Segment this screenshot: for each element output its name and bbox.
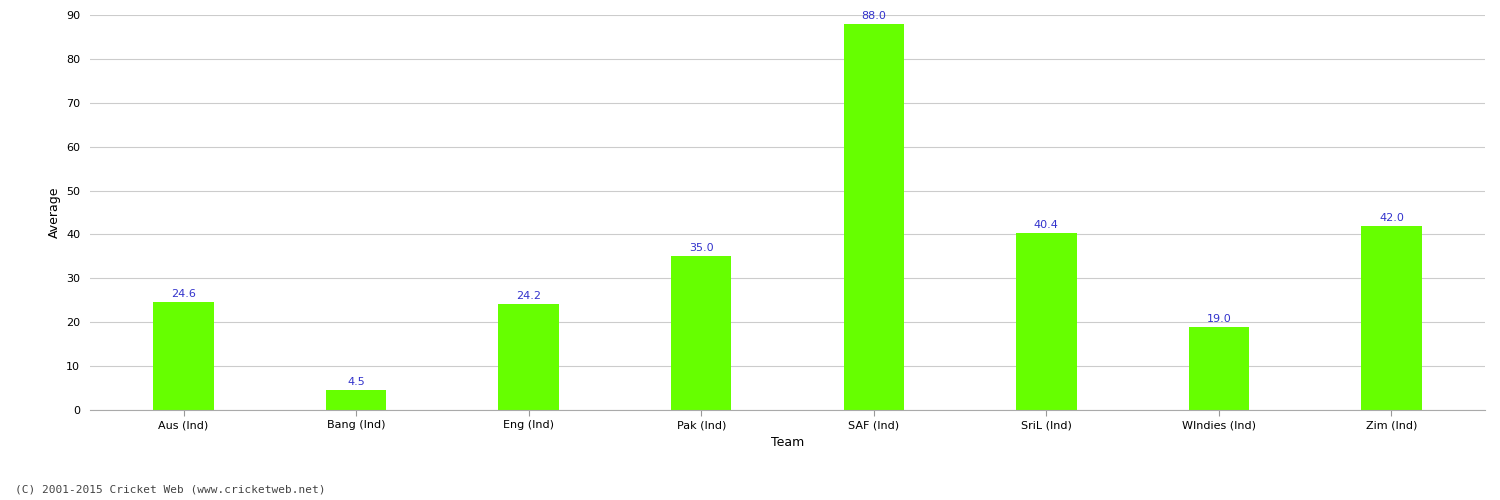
Text: (C) 2001-2015 Cricket Web (www.cricketweb.net): (C) 2001-2015 Cricket Web (www.cricketwe… <box>15 485 326 495</box>
Text: 42.0: 42.0 <box>1378 212 1404 222</box>
Bar <box>1188 326 1250 410</box>
Y-axis label: Average: Average <box>48 186 60 238</box>
Bar <box>498 304 560 410</box>
Bar <box>1360 226 1422 410</box>
Text: 88.0: 88.0 <box>861 10 886 20</box>
Text: 40.4: 40.4 <box>1034 220 1059 230</box>
Bar <box>326 390 387 410</box>
Text: 19.0: 19.0 <box>1206 314 1231 324</box>
Text: 24.6: 24.6 <box>171 289 196 299</box>
Bar <box>153 302 214 410</box>
Text: 4.5: 4.5 <box>348 377 364 387</box>
Text: 35.0: 35.0 <box>688 244 714 254</box>
Text: 24.2: 24.2 <box>516 290 542 300</box>
Bar <box>843 24 904 410</box>
Bar <box>1016 232 1077 410</box>
X-axis label: Team: Team <box>771 436 804 449</box>
Bar <box>670 256 732 410</box>
